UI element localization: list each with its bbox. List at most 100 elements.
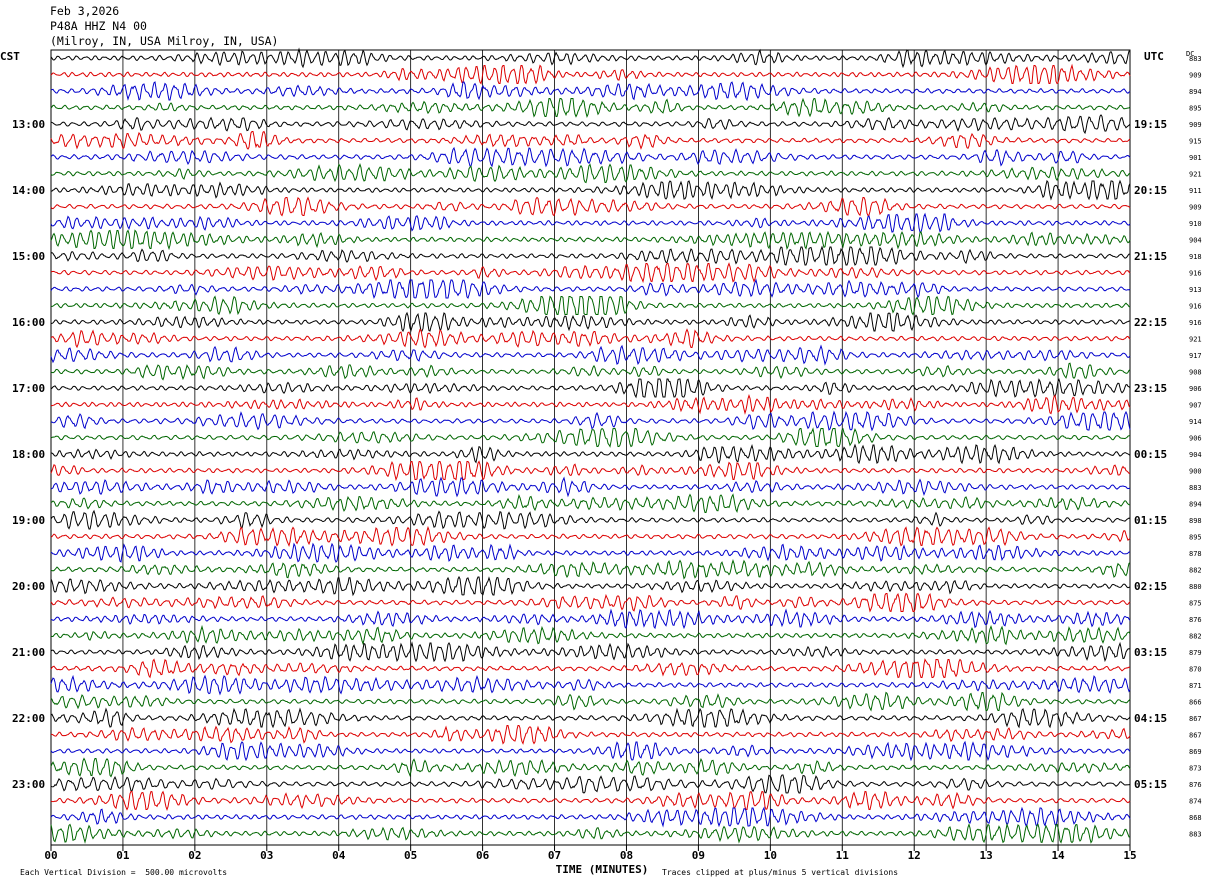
dc-offset-label: 907 xyxy=(1189,402,1202,410)
hour-label-cst: 22:00 xyxy=(12,712,45,725)
dc-offset-label: 911 xyxy=(1189,187,1202,195)
seismic-trace xyxy=(50,592,1131,613)
dc-offset-label: 866 xyxy=(1189,699,1202,707)
dc-offset-label: 882 xyxy=(1189,633,1202,641)
seismic-trace xyxy=(50,262,1131,284)
dc-offset-label: 910 xyxy=(1189,220,1202,228)
dc-offset-label: 913 xyxy=(1189,286,1202,294)
seismic-trace xyxy=(50,476,1131,498)
dc-offset-label: 901 xyxy=(1189,154,1202,162)
seismic-trace xyxy=(50,344,1131,366)
seismic-trace xyxy=(50,245,1130,266)
hour-label-utc: 03:15 xyxy=(1134,646,1167,659)
minute-tick-label: 14 xyxy=(1051,849,1065,862)
dc-offset-label: 915 xyxy=(1189,138,1202,146)
hour-label-cst: 23:00 xyxy=(12,778,45,791)
seismic-trace xyxy=(50,757,1131,778)
dc-offset-label: 867 xyxy=(1189,732,1202,740)
dc-offset-label: 898 xyxy=(1189,517,1202,525)
dc-offset-label: 895 xyxy=(1189,534,1202,542)
seismic-trace xyxy=(50,362,1131,381)
seismic-trace xyxy=(50,179,1131,201)
dc-offset-label: 921 xyxy=(1189,336,1202,344)
seismic-trace xyxy=(50,658,1131,679)
dc-offset-label: 874 xyxy=(1189,798,1202,806)
minute-tick-label: 04 xyxy=(332,849,346,862)
dc-offset-label: 909 xyxy=(1189,121,1202,129)
minute-tick-label: 09 xyxy=(692,849,705,862)
hour-label-cst: 16:00 xyxy=(12,316,45,329)
scale-note: Each Vertical Division = 500.00 microvol… xyxy=(20,868,228,877)
dc-offset-label: 878 xyxy=(1189,550,1202,558)
seismic-trace xyxy=(50,130,1131,150)
chart-date: Feb 3,2026 xyxy=(50,4,120,18)
seismic-trace xyxy=(50,558,1131,580)
chart-header: Feb 3,2026 P48A HHZ N4 00 (Milroy, IN, U… xyxy=(50,4,278,49)
dc-offset-label: 904 xyxy=(1189,237,1202,245)
dc-offset-label: 909 xyxy=(1189,72,1202,80)
hour-label-cst: 17:00 xyxy=(12,382,45,395)
seismic-trace xyxy=(50,229,1131,251)
seismic-trace xyxy=(50,47,1131,69)
dc-offset-label: 914 xyxy=(1189,418,1202,426)
seismic-trace xyxy=(50,328,1131,349)
seismic-trace xyxy=(50,740,1131,762)
minute-tick-label: 03 xyxy=(260,849,273,862)
seismic-trace xyxy=(50,691,1131,712)
dc-offset-label: 894 xyxy=(1189,88,1202,96)
dc-offset-label: 875 xyxy=(1189,600,1202,608)
dc-offset-label: 883 xyxy=(1189,55,1202,63)
dc-offset-label: 868 xyxy=(1189,814,1202,822)
seismic-trace xyxy=(50,509,1131,530)
seismic-trace xyxy=(50,641,1131,663)
seismic-trace xyxy=(50,725,1131,745)
dc-offset-label: 921 xyxy=(1189,171,1202,179)
seismic-trace xyxy=(50,63,1131,85)
dc-offset-label: 916 xyxy=(1189,303,1202,311)
dc-offset-label: 873 xyxy=(1189,765,1202,773)
minute-tick-label: 05 xyxy=(404,849,417,862)
seismic-trace xyxy=(50,707,1131,729)
hour-label-cst: 15:00 xyxy=(12,250,45,263)
seismic-trace xyxy=(50,196,1131,217)
hour-label-utc: 01:15 xyxy=(1134,514,1167,527)
dc-offset-label: 900 xyxy=(1189,468,1202,476)
seismic-trace xyxy=(50,460,1131,482)
seismic-trace xyxy=(50,278,1131,300)
dc-offset-label: 871 xyxy=(1189,682,1202,690)
hour-label-cst: 18:00 xyxy=(12,448,45,461)
dc-offset-label: 894 xyxy=(1189,501,1202,509)
hour-label-cst: 19:00 xyxy=(12,514,45,527)
dc-offset-label: 876 xyxy=(1189,781,1202,789)
seismic-trace xyxy=(50,790,1131,811)
dc-offset-label: 880 xyxy=(1189,583,1202,591)
seismic-trace xyxy=(50,542,1131,563)
seismic-trace xyxy=(50,212,1131,233)
hour-label-utc: 02:15 xyxy=(1134,580,1167,593)
minute-tick-label: 10 xyxy=(764,849,777,862)
right-timezone-label: UTC xyxy=(1144,50,1164,63)
dc-offset-label: 879 xyxy=(1189,649,1202,657)
minute-tick-label: 13 xyxy=(980,849,993,862)
dc-offset-label: 906 xyxy=(1189,435,1202,443)
dc-offset-label: 916 xyxy=(1189,270,1202,278)
plot-frame xyxy=(50,49,1131,846)
hour-label-cst: 14:00 xyxy=(12,184,45,197)
hour-label-cst: 13:00 xyxy=(12,118,45,131)
seismic-trace xyxy=(50,146,1131,168)
seismic-trace xyxy=(50,806,1131,828)
dc-offset-label: 882 xyxy=(1189,567,1202,575)
minute-tick-label: 00 xyxy=(44,849,57,862)
seismic-trace xyxy=(50,295,1131,316)
seismic-trace xyxy=(50,575,1131,597)
dc-offset-label: 883 xyxy=(1189,484,1202,492)
clip-note: Traces clipped at plus/minus 5 vertical … xyxy=(662,868,899,877)
seismic-trace xyxy=(50,162,1131,184)
hour-label-utc: 22:15 xyxy=(1134,316,1167,329)
hour-label-utc: 23:15 xyxy=(1134,382,1167,395)
seismic-trace xyxy=(50,114,1131,135)
hour-label-utc: 00:15 xyxy=(1134,448,1167,461)
minute-tick-label: 06 xyxy=(476,849,490,862)
hour-label-utc: 05:15 xyxy=(1134,778,1167,791)
